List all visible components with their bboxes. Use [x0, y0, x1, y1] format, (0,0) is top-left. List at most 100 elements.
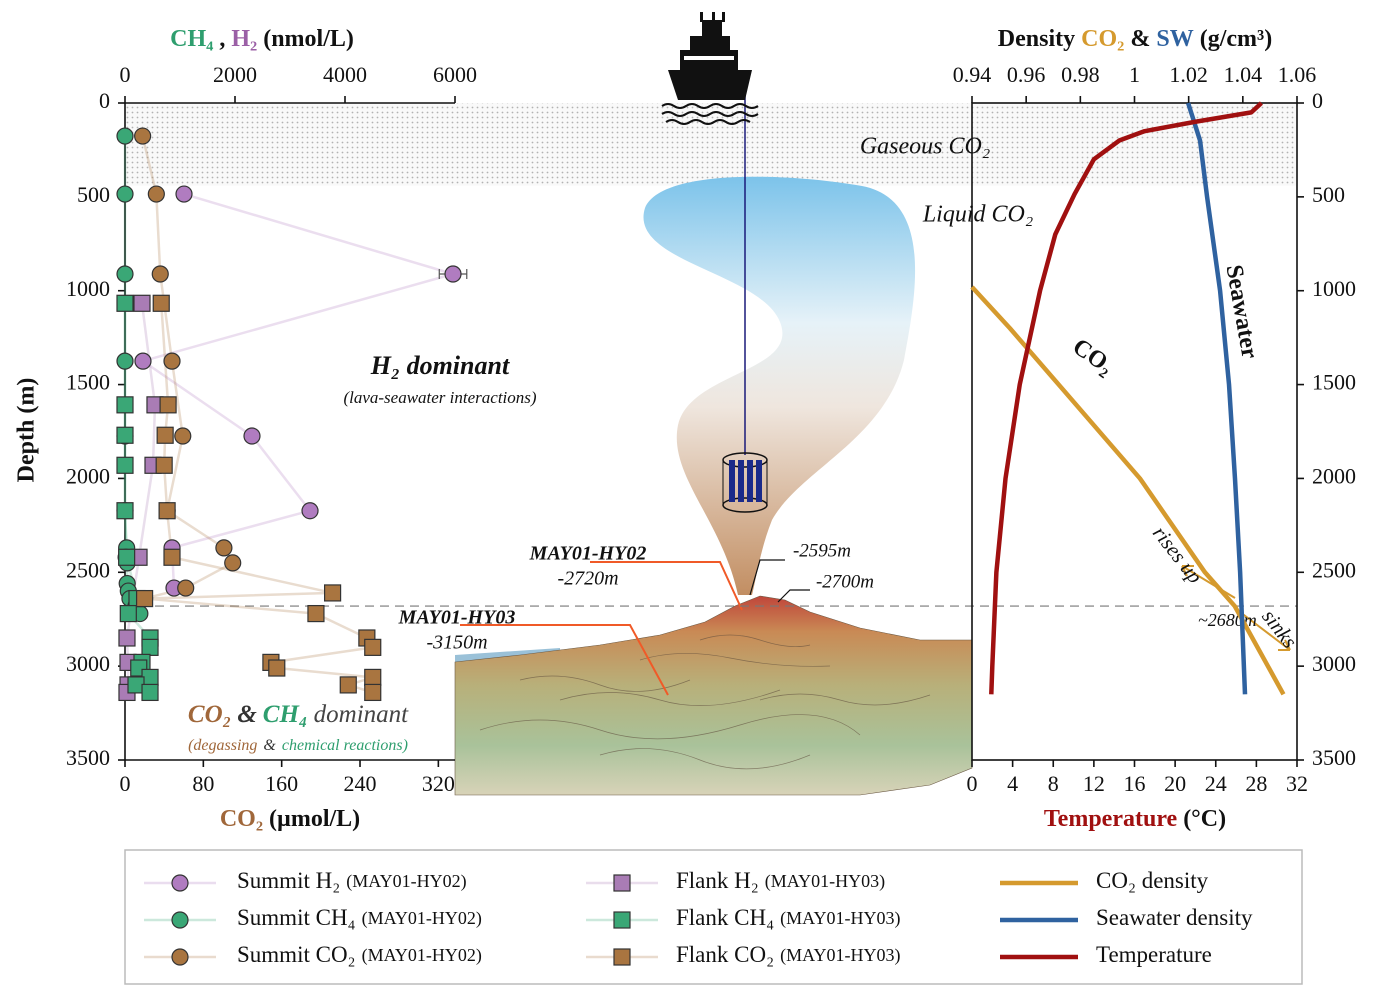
legend-marker — [613, 948, 631, 966]
data-point — [116, 502, 134, 520]
x-tick-label: 0.98 — [1061, 62, 1100, 87]
legend-marker — [613, 911, 631, 929]
y-tick-label: 1000 — [66, 276, 110, 301]
leader-line — [777, 589, 810, 603]
x-axis-title-part: H₂ — [231, 26, 257, 52]
y-tick-label: 500 — [1312, 182, 1345, 207]
x-axis-title: CO₂ (µmol/L) — [220, 806, 360, 832]
annotation: CO₂ — [1068, 334, 1118, 380]
x-axis-title: CH₄, H₂ (nmol/L) — [170, 26, 354, 52]
y-tick-label: 2000 — [66, 463, 110, 488]
x-tick-label: 4 — [1007, 771, 1018, 796]
data-point — [175, 185, 193, 203]
x-tick-label: 1.04 — [1224, 62, 1263, 87]
annotation: (lava-seawater interactions) — [343, 388, 536, 407]
data-point — [174, 427, 192, 445]
x-axis-title-part: , — [219, 26, 225, 52]
plume — [643, 176, 916, 595]
x-tick-label: 0 — [120, 771, 131, 796]
x-axis-title-part: (nmol/L) — [263, 26, 354, 52]
data-point — [135, 589, 154, 608]
legend-name: Seawater density — [1096, 905, 1253, 930]
x-axis-title: Temperature (°C) — [1044, 806, 1226, 832]
data-point — [116, 426, 134, 444]
data-point — [134, 352, 152, 370]
x-axis-title-part: CH₄ — [170, 26, 213, 52]
x-axis-title-part: SW — [1156, 26, 1193, 52]
x-tick-label: 0 — [120, 62, 131, 87]
legend-name: Summit CO₂ — [237, 942, 356, 967]
x-tick-label: 0.96 — [1007, 62, 1046, 87]
y-tick-label: 1500 — [1312, 370, 1356, 395]
x-axis-title-part: & — [1130, 26, 1150, 52]
x-tick-label: 24 — [1205, 771, 1227, 796]
y-axis-title: Depth (m) — [14, 378, 40, 483]
leader-line — [749, 559, 785, 596]
x-tick-label: 32 — [1286, 771, 1308, 796]
x-tick-label: 240 — [344, 771, 377, 796]
data-point — [364, 683, 382, 702]
legend: Summit H₂ (MAY01-HY02) Summit CH₄ (MAY01-HY… — [144, 868, 1253, 967]
legend-label: Flank H₂ (MAY01-HY03) — [676, 868, 885, 893]
leader-line — [590, 561, 743, 611]
legend-name: Temperature — [1096, 942, 1212, 967]
y-tick-label: 3000 — [66, 651, 110, 676]
annotation: sinks — [1257, 605, 1302, 653]
seamount — [454, 595, 973, 796]
data-point — [133, 294, 151, 312]
data-point — [152, 294, 170, 312]
gas-zone-tint — [125, 103, 1297, 186]
illustration — [454, 12, 1291, 796]
x-axis-title: Density CO₂ & SW (g/cm³) — [998, 26, 1272, 52]
legend-site: (MAY01-HY02) — [362, 908, 482, 929]
data-point — [116, 185, 134, 203]
legend-name: Summit CH₄ — [237, 905, 356, 930]
legend-label: Seawater density — [1096, 905, 1253, 930]
annotation: (degassing & chemical reactions) — [188, 737, 408, 754]
connector-line — [141, 135, 234, 600]
arrow — [1181, 565, 1236, 599]
data-point — [307, 604, 325, 623]
terrain-lines — [479, 634, 931, 770]
x-axis-title-part: (°C) — [1183, 806, 1226, 832]
annotation: CO₂ & CH₄ dominant — [188, 701, 409, 728]
y-tick-label: 3000 — [1312, 651, 1356, 676]
legend-name: Flank CH₄ — [676, 905, 774, 930]
x-tick-label: 1 — [1129, 62, 1140, 87]
data-point — [268, 659, 286, 677]
x-tick-label: 28 — [1245, 771, 1267, 796]
data-point — [156, 426, 174, 444]
data-point — [141, 683, 159, 702]
profile-line — [989, 101, 1263, 695]
legend-label: Temperature — [1096, 942, 1212, 967]
data-point — [339, 676, 357, 694]
y-tick-label: 1500 — [66, 370, 110, 395]
legend-marker — [171, 874, 189, 892]
data-point — [224, 554, 242, 572]
connector-line — [143, 303, 374, 694]
data-point — [134, 127, 152, 145]
x-tick-label: 320 — [422, 771, 455, 796]
x-axis-title-part: Temperature — [1044, 806, 1178, 832]
annotation: -2595m — [793, 540, 851, 561]
y-tick-label: 1000 — [1312, 276, 1356, 301]
data-point — [444, 265, 462, 283]
y-tick-label: 0 — [1312, 88, 1323, 113]
legend-label: Flank CO₂ (MAY01-HY03) — [676, 942, 900, 967]
data-point — [119, 604, 137, 623]
legend-marker — [613, 874, 631, 892]
data-point — [301, 502, 319, 520]
annotation-part: CO₂ — [188, 701, 231, 728]
x-tick-label: 0 — [967, 771, 978, 796]
data-point — [215, 539, 233, 557]
legend-site: (MAY01-HY02) — [362, 945, 482, 966]
data-point — [116, 294, 134, 312]
data-point — [116, 127, 134, 145]
data-point — [116, 265, 134, 283]
annotation-part: chemical reactions) — [282, 737, 408, 754]
x-axis-title-part: CO₂ — [1081, 26, 1124, 52]
waves — [661, 103, 759, 125]
annotation: MAY01-HY03 — [398, 607, 516, 629]
legend-name: Summit H₂ — [237, 868, 340, 893]
